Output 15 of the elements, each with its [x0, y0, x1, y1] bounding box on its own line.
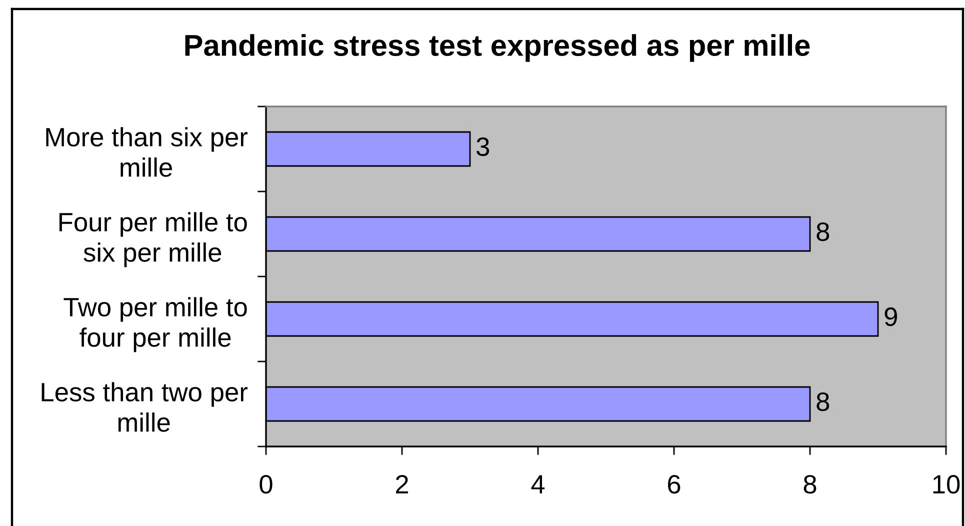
x-tick-label: 4 [531, 475, 545, 494]
y-tick-label: Four per mille to six per mille [59, 212, 247, 268]
data-label: 8 [816, 392, 830, 412]
x-tick-label: 0 [260, 474, 272, 494]
data-label: 3 [476, 137, 490, 156]
y-tick-label: Less than two per mille [42, 382, 248, 432]
x-tick-label: 8 [804, 474, 816, 494]
y-tick-label: More than six per mille [46, 127, 248, 177]
x-tick-label: 10 [933, 474, 960, 494]
data-label: 8 [816, 222, 830, 242]
y-tick-label: Two per mille to four per mille [64, 297, 247, 352]
chart-title: Pandemic stress test expressed as per mille [185, 34, 810, 62]
x-tick-label: 2 [396, 474, 408, 494]
data-label: 9 [884, 307, 897, 326]
x-tick-label: 6 [668, 474, 680, 494]
